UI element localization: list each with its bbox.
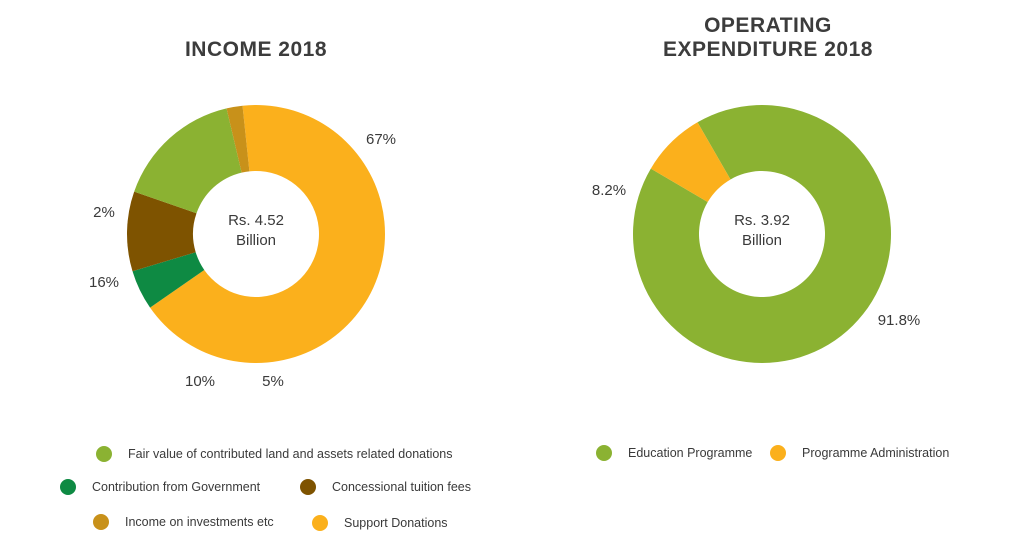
- legend-item-support: Support Donations: [312, 515, 448, 531]
- legend-swatch-support: [312, 515, 328, 531]
- legend-item-administration: Programme Administration: [770, 445, 949, 461]
- legend-item-education: Education Programme: [596, 445, 752, 461]
- income-label-concessional-tuition-fees: 10%: [185, 373, 215, 390]
- expenditure-title-line-1: OPERATING: [704, 14, 832, 37]
- expenditure-donut-chart: 91.8% 8.2% Rs. 3.92 Billion: [592, 104, 921, 363]
- expenditure-title-line-2: EXPENDITURE 2018: [663, 38, 873, 61]
- legend-swatch-tuition: [300, 479, 316, 495]
- income-label-fair-value-of-contributed-land-and-assets-related-donations: 16%: [89, 274, 119, 291]
- legend-label-government: Contribution from Government: [92, 480, 261, 494]
- legend-item-tuition: Concessional tuition fees: [300, 479, 471, 495]
- legend-swatch-government: [60, 479, 76, 495]
- income-chart-panel: INCOME 2018 67% 5% 10% 16% 2% Rs. 4.52 Billion…: [60, 38, 471, 531]
- legend-label-administration: Programme Administration: [802, 446, 950, 460]
- legend-swatch-investments: [93, 514, 109, 530]
- expenditure-chart-panel: OPERATING EXPENDITURE 2018 91.8% 8.2% Rs. …: [512, 0, 1024, 558]
- legend-label-support: Support Donations: [344, 516, 448, 530]
- expenditure-slice-programme-administration: [650, 122, 731, 203]
- income-label-contribution-from-government: 5%: [262, 373, 284, 390]
- income-label-support-donations: 67%: [366, 131, 396, 148]
- income-slice-fair-value-of-contributed-land-and-assets-related-donations: [134, 108, 242, 214]
- income-slice-contribution-from-government: [132, 252, 205, 308]
- legend-label-fair-value: Fair value of contributed land and asset…: [128, 447, 453, 461]
- expenditure-center-label-line-1: Rs. 3.92: [734, 212, 790, 229]
- income-label-income-on-investments-etc: 2%: [93, 204, 115, 221]
- income-center-label-line-2: Billion: [236, 232, 276, 249]
- income-center-label-line-1: Rs. 4.52: [228, 212, 284, 229]
- expenditure-center-label-line-2: Billion: [742, 232, 782, 249]
- legend-swatch-fair-value: [96, 446, 112, 462]
- income-slice-support-donations: [150, 105, 385, 363]
- legend-label-investments: Income on investments etc: [125, 515, 274, 529]
- legend-label-tuition: Concessional tuition fees: [332, 480, 471, 494]
- legend-swatch-administration: [770, 445, 786, 461]
- legend-item-government: Contribution from Government: [60, 479, 260, 495]
- legend-item-fair-value: Fair value of contributed land and asset…: [96, 446, 453, 462]
- legend-item-investments: Income on investments etc: [93, 514, 274, 530]
- income-slice-concessional-tuition-fees: [127, 191, 197, 272]
- legend-swatch-education: [596, 445, 612, 461]
- income-donut-chart: 67% 5% 10% 16% 2% Rs. 4.52 Billion: [89, 105, 396, 390]
- income-slice-income-on-investments-etc: [226, 105, 250, 173]
- legend-label-education: Education Programme: [628, 446, 753, 460]
- income-chart-title: INCOME 2018: [184, 38, 328, 61]
- expenditure-label-education-programme: 91.8%: [878, 312, 921, 329]
- expenditure-label-programme-administration: 8.2%: [592, 182, 626, 199]
- expenditure-slice-education-programme: [633, 104, 892, 363]
- expenditure-chart-title: OPERATING EXPENDITURE 2018: [512, 14, 1024, 62]
